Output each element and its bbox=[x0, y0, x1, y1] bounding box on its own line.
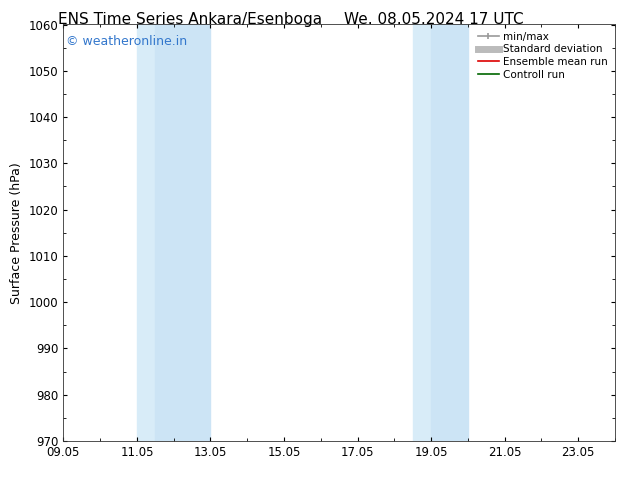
Y-axis label: Surface Pressure (hPa): Surface Pressure (hPa) bbox=[10, 162, 23, 304]
Text: ENS Time Series Ankara/Esenboga: ENS Time Series Ankara/Esenboga bbox=[58, 12, 322, 27]
Bar bbox=[155, 24, 210, 441]
Legend: min/max, Standard deviation, Ensemble mean run, Controll run: min/max, Standard deviation, Ensemble me… bbox=[476, 30, 610, 82]
Bar bbox=[413, 24, 431, 441]
Bar bbox=[137, 24, 155, 441]
Text: We. 08.05.2024 17 UTC: We. 08.05.2024 17 UTC bbox=[344, 12, 524, 27]
Bar bbox=[431, 24, 468, 441]
Title: ENS Time Series Ankara/Esenboga      We. 08.05.2024 17 UTC: ENS Time Series Ankara/Esenboga We. 08.0… bbox=[0, 489, 1, 490]
Text: © weatheronline.in: © weatheronline.in bbox=[66, 35, 187, 48]
